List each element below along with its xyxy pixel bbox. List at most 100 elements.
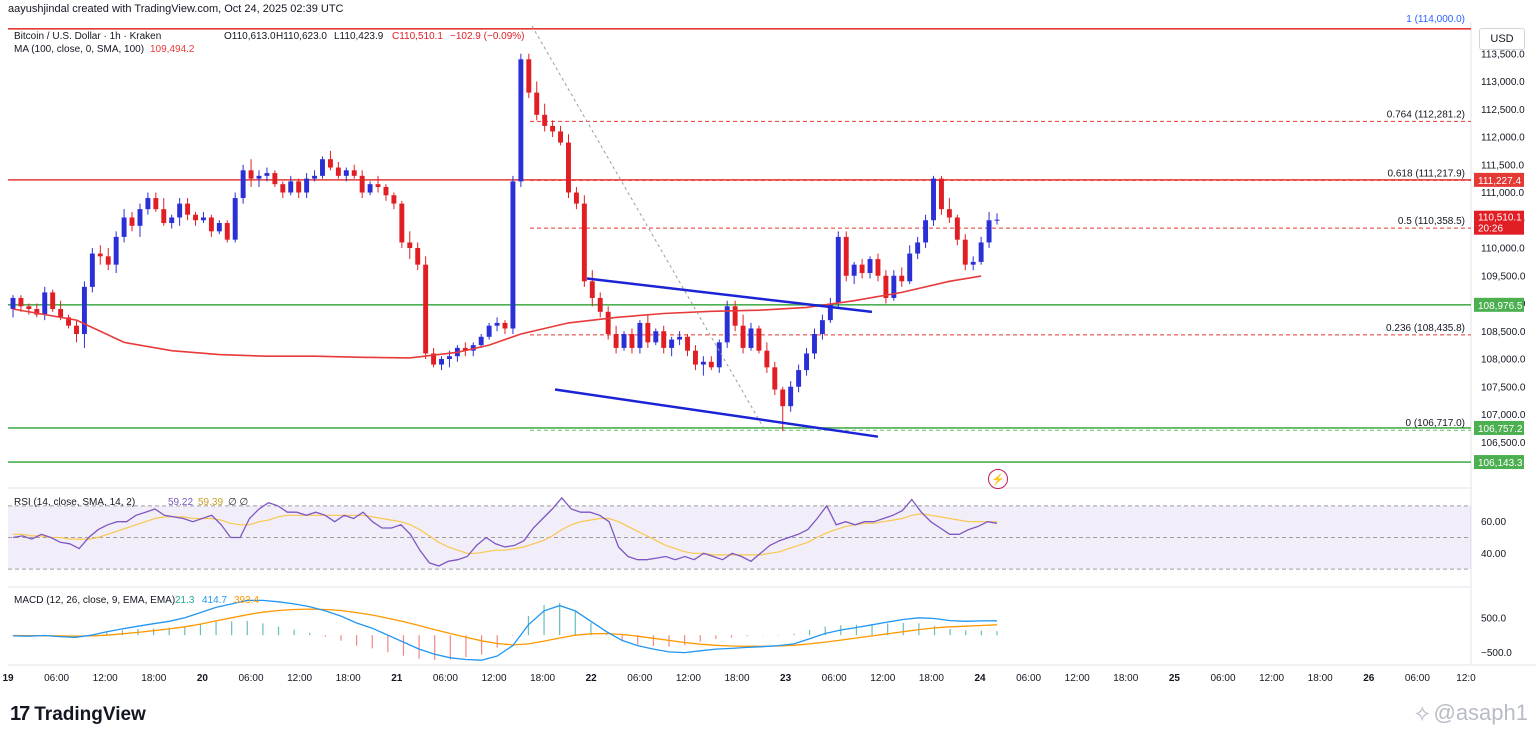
candle-body <box>296 181 302 193</box>
candle-body <box>986 220 992 243</box>
time-tick-label: 06:00 <box>433 673 458 684</box>
candle-body <box>439 359 444 365</box>
support-tag-bg <box>1474 297 1524 312</box>
time-tick-label: 06:00 <box>822 673 847 684</box>
candle-body <box>177 203 183 218</box>
candle-body <box>700 361 706 365</box>
candle-body <box>597 297 603 312</box>
candle-body <box>478 336 484 346</box>
candle-body <box>518 59 524 182</box>
candle-body <box>796 370 802 387</box>
price-tick-label: 108,500.0 <box>1481 327 1526 338</box>
candle-body <box>923 220 929 243</box>
candle-body <box>208 217 214 232</box>
support-tag: 106,757.2 <box>1478 424 1523 435</box>
candle-body <box>10 297 16 310</box>
time-tick-label: 06:00 <box>44 673 69 684</box>
flash-icon[interactable]: ⚡ <box>988 469 1008 489</box>
candle-body <box>494 322 500 326</box>
candle-body <box>367 184 373 193</box>
resistance-tag: 111,227.4 <box>1478 176 1521 187</box>
time-tick-label: 18:00 <box>141 673 166 684</box>
candle-body <box>827 303 833 321</box>
candle-body <box>653 331 659 343</box>
candle-body <box>462 347 468 351</box>
rsi-label: RSI (14, close, SMA, 14, 2) <box>14 497 135 508</box>
price-tick-label: 107,000.0 <box>1481 410 1526 421</box>
time-tick-label: 24 <box>974 673 986 684</box>
candle-body <box>288 181 294 193</box>
macd-label: MACD (12, 26, close, 9, EMA, EMA) <box>14 595 175 606</box>
candle-body <box>645 322 651 343</box>
candle-body <box>962 239 968 265</box>
time-tick-label: 12:0 <box>1456 673 1476 684</box>
time-tick-label: 12:00 <box>676 673 701 684</box>
candle-body <box>18 297 24 307</box>
candle-body <box>883 275 889 298</box>
macd-tick-label: 500.0 <box>1481 613 1506 624</box>
time-tick-label: 12:00 <box>1259 673 1284 684</box>
candle-body <box>740 325 746 348</box>
candle-body <box>526 59 532 93</box>
price-tick-label: 110,000.0 <box>1481 244 1525 255</box>
macd-line <box>12 599 998 661</box>
time-tick-label: 18:00 <box>919 673 944 684</box>
current-price-tag: 110,510.1 <box>1478 213 1522 224</box>
fib-level-label: 0.236 (108,435.8) <box>1386 323 1465 334</box>
candle-body <box>915 242 921 254</box>
time-tick-label: 26 <box>1363 673 1375 684</box>
candle-body <box>280 184 286 193</box>
candle-body <box>637 322 643 348</box>
price-tick-label: 108,000.0 <box>1481 355 1526 366</box>
currency-button[interactable]: USD <box>1479 28 1525 50</box>
candle-body <box>240 170 246 199</box>
candle-body <box>169 217 175 224</box>
candle-body <box>994 219 1000 221</box>
header-change: −102.9 (−0.09%) <box>450 31 525 42</box>
price-tick-label: 113,000.0 <box>1481 77 1525 88</box>
candle-body <box>613 334 619 348</box>
candle-body <box>812 334 817 354</box>
candle-body <box>835 236 841 304</box>
candle-body <box>946 209 952 218</box>
candle-body <box>605 311 611 335</box>
candle-body <box>756 328 762 351</box>
candle-body <box>105 256 111 265</box>
rsi-tick-label: 40.00 <box>1481 549 1506 560</box>
candle-body <box>42 292 48 315</box>
time-tick-label: 06:00 <box>1210 673 1235 684</box>
candle-body <box>121 217 127 237</box>
candle-body <box>415 248 421 265</box>
time-tick-label: 25 <box>1169 673 1181 684</box>
candle-body <box>446 356 452 359</box>
candle-body <box>804 353 810 371</box>
rsi-value: 59.22 <box>168 497 193 508</box>
candle-body <box>335 167 341 176</box>
price-tick-label: 112,500.0 <box>1481 105 1525 116</box>
candle-body <box>327 159 333 168</box>
candle-body <box>589 281 595 298</box>
support-tag: 106,143.3 <box>1478 458 1523 469</box>
candle-body <box>248 170 254 179</box>
candle-body <box>875 259 881 276</box>
candle-body <box>724 306 730 343</box>
candle-body <box>772 367 778 390</box>
time-tick-label: 18:00 <box>1308 673 1333 684</box>
candle-body <box>375 184 381 187</box>
candle-body <box>193 214 198 221</box>
candle-body <box>732 306 738 326</box>
fib-level-label: 1 (114,000.0) <box>1406 14 1465 25</box>
time-tick-label: 23 <box>780 673 792 684</box>
macd-hist-value: 21.3 <box>175 595 195 606</box>
candle-body <box>788 386 794 407</box>
candle-body <box>66 317 72 326</box>
candle-body <box>232 198 238 240</box>
candle-body <box>383 186 389 196</box>
candle-body <box>621 334 627 348</box>
candle-body <box>859 264 865 273</box>
tradingview-logo[interactable]: 17 TradingView <box>10 703 146 725</box>
candle-body <box>97 253 103 257</box>
time-tick-label: 12:00 <box>1065 673 1090 684</box>
price-tick-label: 106,500.0 <box>1481 438 1526 449</box>
